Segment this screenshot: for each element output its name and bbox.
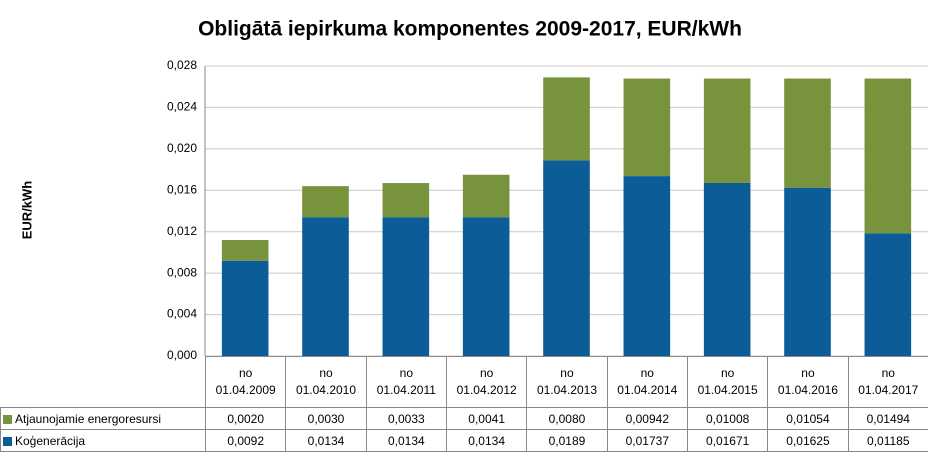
bar-segment [302, 186, 349, 218]
table-cell: 0,0189 [526, 429, 608, 452]
table-cell: 0,0134 [365, 429, 447, 452]
category-label: no 01.04.2014 [606, 356, 688, 408]
table-cell: 0,0020 [204, 407, 287, 430]
category-label: no 01.04.2009 [204, 356, 287, 408]
data-table: no 01.04.2009 no 01.04.2010 no 01.04.2011 n… [0, 356, 928, 452]
table-cell: 0,0030 [285, 407, 367, 430]
y-tick-label: 0,028 [167, 58, 197, 72]
category-label: no 01.04.2010 [285, 356, 367, 408]
table-cell: 0,0092 [204, 429, 287, 452]
bar-segment [864, 78, 912, 234]
table-cell: 0,0041 [445, 407, 528, 430]
y-tick-label: 0,024 [167, 100, 197, 114]
bar-segment [703, 182, 751, 356]
category-label: no 01.04.2015 [686, 356, 769, 408]
bar-segment [221, 260, 269, 356]
bar-segment [382, 217, 430, 356]
bar-segment [784, 78, 831, 188]
legend-entry: Koģenerācija [0, 429, 206, 452]
bar-segment [302, 217, 349, 356]
table-cell: 0,0080 [526, 407, 608, 430]
table-cell: 0,01185 [847, 429, 928, 452]
legend-swatch [3, 436, 12, 446]
table-cell: 0,01625 [767, 429, 849, 452]
y-tick-label: 0,000 [167, 348, 197, 362]
category-label: no 01.04.2013 [526, 356, 608, 408]
table-cell: 0,0134 [285, 429, 367, 452]
y-tick-label: 0,004 [167, 307, 197, 321]
legend-swatch [3, 414, 12, 424]
category-label: no 01.04.2012 [445, 356, 528, 408]
bar-segment [462, 217, 510, 356]
table-cell: 0,01671 [686, 429, 769, 452]
bar-segment [543, 160, 590, 356]
table-cell: 0,01494 [847, 407, 928, 430]
table-cell: 0,01008 [686, 407, 769, 430]
table-cell: 0,0134 [445, 429, 528, 452]
bar-segment [784, 187, 831, 356]
bar-segment [623, 176, 671, 356]
bar-segment [543, 77, 590, 161]
y-tick-label: 0,012 [167, 224, 197, 238]
legend-label: Koģenerācija [15, 433, 86, 448]
bar-segment [703, 78, 751, 183]
bar-segment [623, 78, 671, 177]
legend-entry: Atjaunojamie energoresursi [0, 407, 206, 430]
y-tick-label: 0,020 [167, 141, 197, 155]
table-cell [1, 357, 206, 408]
y-tick-label: 0,016 [167, 182, 197, 196]
table-cell: 0,0033 [365, 407, 447, 430]
category-label: no 01.04.2017 [847, 356, 928, 408]
bar-segment [221, 240, 269, 261]
table-cell: 0,01054 [767, 407, 849, 430]
bar-segment [462, 174, 510, 218]
category-label: no 01.04.2016 [767, 356, 849, 408]
table-cell: 0,01737 [606, 429, 688, 452]
y-tick-label: 0,008 [167, 265, 197, 279]
legend-label: Atjaunojamie energoresursi [15, 411, 162, 426]
category-label: no 01.04.2011 [365, 356, 447, 408]
bar-segment [382, 183, 430, 218]
bar-segment [864, 233, 912, 356]
table-cell: 0,00942 [606, 407, 688, 430]
y-axis-label: EUR/kWh [19, 181, 34, 240]
chart-title: Obligātā iepirkuma komponentes 2009-2017… [198, 18, 742, 41]
